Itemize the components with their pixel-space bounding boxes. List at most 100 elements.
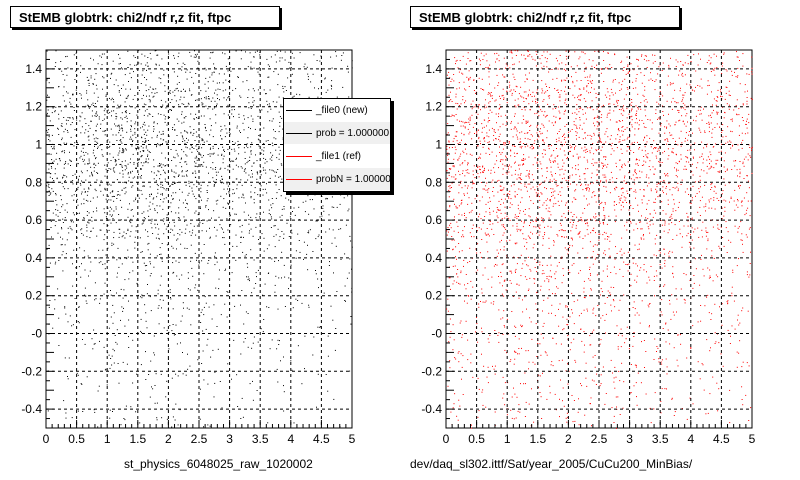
scatter-point (144, 141, 146, 143)
scatter-point (69, 159, 71, 161)
scatter-point (123, 307, 124, 309)
scatter-point (114, 159, 116, 160)
scatter-point (240, 179, 242, 181)
scatter-point (181, 315, 183, 317)
scatter-point (87, 221, 89, 223)
scatter-point (603, 60, 605, 61)
scatter-point (525, 74, 527, 76)
scatter-point (127, 249, 129, 251)
scatter-point (711, 183, 713, 184)
scatter-point (622, 192, 624, 194)
scatter-point (82, 151, 84, 153)
scatter-point (596, 169, 598, 171)
scatter-point (556, 148, 557, 149)
scatter-point (725, 135, 727, 137)
scatter-point (503, 232, 505, 234)
scatter-point (223, 113, 225, 115)
scatter-point (558, 131, 560, 132)
scatter-point (508, 142, 510, 144)
scatter-point (615, 186, 617, 188)
scatter-point (148, 151, 150, 153)
scatter-point (150, 273, 152, 274)
scatter-point (546, 130, 548, 132)
scatter-point (173, 234, 175, 236)
scatter-point (460, 153, 462, 155)
scatter-point (291, 73, 293, 75)
scatter-point (47, 109, 49, 111)
scatter-point (720, 196, 722, 198)
scatter-point (494, 53, 496, 55)
scatter-point (191, 232, 193, 234)
scatter-point (693, 157, 694, 159)
scatter-point (477, 113, 479, 115)
scatter-point (207, 262, 209, 264)
scatter-point (677, 144, 679, 146)
scatter-point (284, 51, 286, 53)
scatter-point (464, 122, 466, 124)
scatter-point (508, 168, 509, 170)
scatter-point (516, 230, 518, 232)
scatter-point (543, 126, 545, 128)
scatter-point (144, 110, 146, 112)
scatter-point (153, 128, 155, 130)
scatter-point (710, 116, 712, 118)
scatter-point (593, 118, 595, 119)
scatter-point (660, 93, 662, 95)
scatter-point (496, 52, 498, 54)
scatter-point (220, 314, 222, 316)
scatter-point (245, 51, 246, 53)
scatter-point (252, 97, 254, 99)
scatter-point (448, 84, 450, 86)
scatter-point (481, 131, 483, 133)
scatter-point (248, 107, 250, 109)
scatter-point (607, 163, 609, 165)
scatter-point (675, 59, 677, 61)
scatter-point (563, 134, 564, 136)
scatter-point (554, 190, 556, 192)
scatter-point (747, 90, 748, 92)
scatter-point (111, 110, 113, 112)
scatter-point (130, 125, 132, 126)
scatter-point (159, 247, 161, 249)
scatter-point (738, 185, 740, 187)
scatter-point (267, 140, 269, 141)
scatter-point (134, 123, 136, 125)
scatter-point (136, 167, 137, 169)
scatter-point (129, 235, 131, 237)
scatter-point (207, 338, 209, 340)
scatter-point (88, 125, 90, 127)
scatter-point (573, 197, 575, 199)
scatter-point (219, 168, 221, 170)
scatter-point (258, 183, 260, 184)
scatter-point (172, 262, 174, 264)
scatter-point (502, 168, 504, 170)
scatter-point (494, 100, 496, 102)
scatter-point (485, 177, 486, 179)
scatter-point (627, 64, 629, 66)
scatter-point (83, 144, 85, 146)
scatter-point (115, 159, 116, 161)
scatter-point (85, 129, 87, 131)
scatter-point (256, 178, 258, 180)
scatter-point (751, 99, 753, 101)
scatter-point (676, 168, 677, 170)
scatter-point (46, 248, 48, 250)
scatter-point (175, 403, 177, 405)
scatter-point (318, 234, 320, 236)
scatter-point (53, 148, 55, 150)
scatter-point (190, 223, 192, 225)
scatter-point (113, 350, 115, 352)
scatter-point (308, 230, 310, 232)
scatter-point (158, 305, 160, 307)
scatter-point (266, 183, 267, 185)
scatter-point (658, 161, 660, 163)
scatter-point (449, 147, 450, 149)
scatter-point (56, 204, 58, 206)
scatter-point (322, 207, 324, 209)
scatter-point (485, 53, 487, 55)
scatter-point (622, 120, 623, 122)
scatter-point (179, 229, 181, 231)
scatter-point (92, 348, 94, 350)
scatter-point (153, 352, 155, 354)
scatter-point (175, 373, 177, 375)
